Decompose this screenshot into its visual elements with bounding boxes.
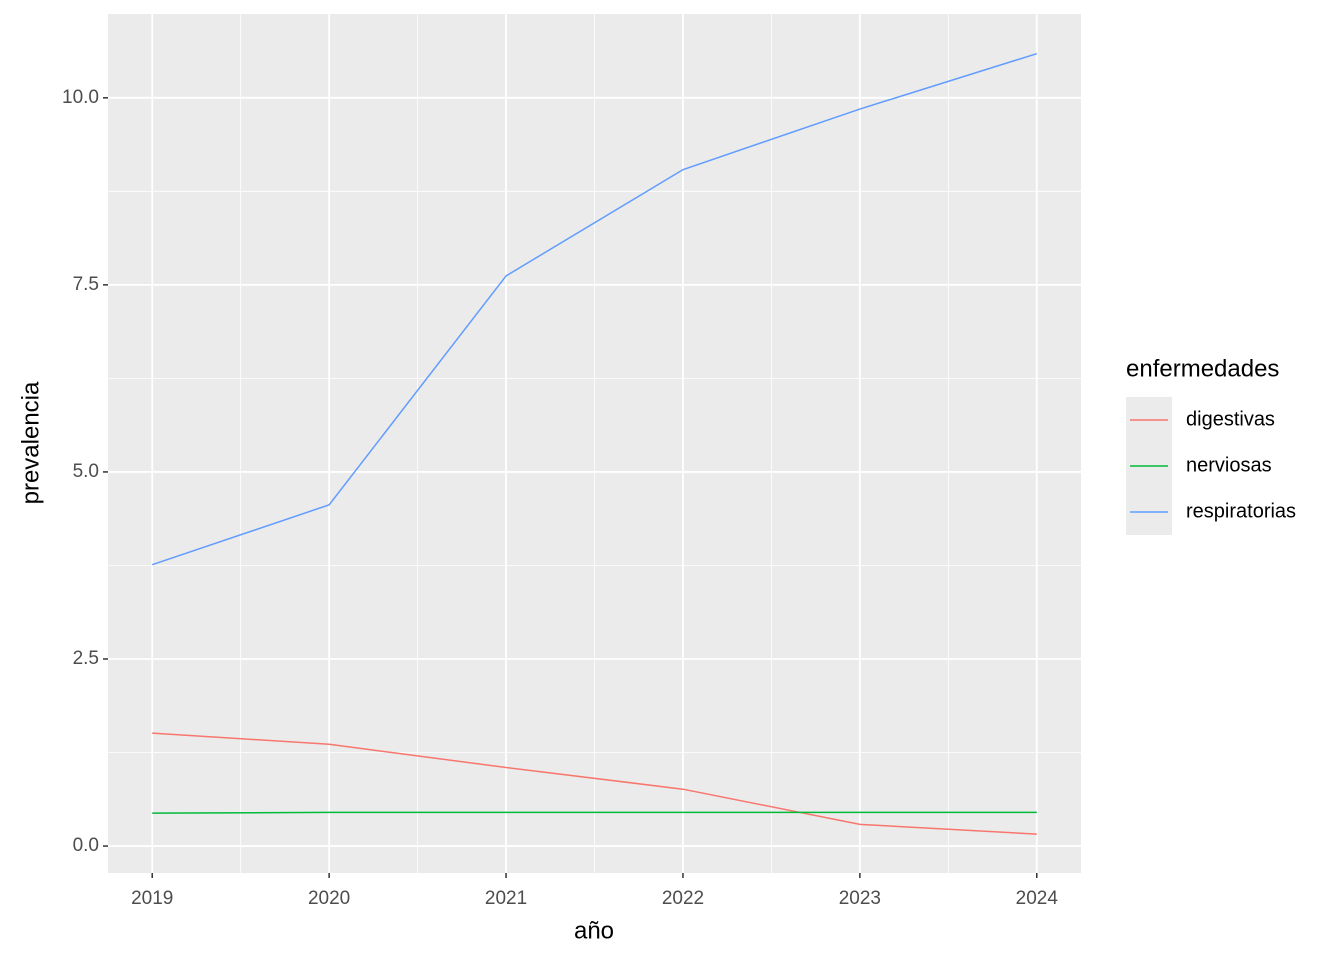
legend-label: digestivas — [1186, 408, 1275, 430]
legend-title: enfermedades — [1126, 355, 1279, 382]
x-tick-label: 2021 — [485, 888, 527, 909]
y-axis-title: prevalencia — [17, 381, 44, 504]
x-tick-label: 2024 — [1016, 888, 1059, 909]
x-tick-label: 2022 — [662, 888, 704, 909]
y-tick-label: 0.0 — [73, 835, 99, 856]
legend-label: nerviosas — [1186, 454, 1272, 476]
x-tick-label: 2020 — [308, 888, 350, 909]
y-tick-label: 5.0 — [73, 461, 99, 482]
series-line — [152, 732, 1037, 835]
y-tick-label: 10.0 — [62, 87, 99, 108]
series-line — [151, 52, 1037, 566]
y-tick-label: 2.5 — [73, 648, 99, 669]
y-tick-label: 7.5 — [73, 274, 99, 295]
series-line — [152, 811, 1037, 814]
x-tick-label: 2023 — [839, 888, 881, 909]
x-tick-label: 2019 — [131, 888, 173, 909]
legend-label: respiratorias — [1186, 500, 1296, 522]
x-axis-title: año — [574, 917, 614, 944]
